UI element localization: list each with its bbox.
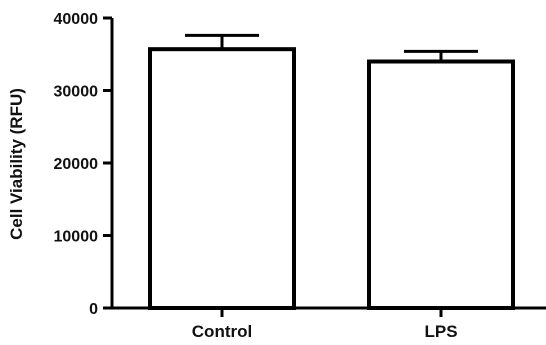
bars	[148, 47, 515, 311]
y-axis-label: Cell Viability (RFU)	[7, 88, 26, 240]
y-tick-label: 30000	[54, 84, 99, 101]
y-tick-label: 20000	[54, 156, 99, 173]
labels: 0 10000 20000 30000 40000 Control LPS	[54, 11, 458, 341]
bar-lps	[367, 59, 515, 310]
bar-control	[148, 47, 296, 311]
y-tick-label: 0	[89, 301, 98, 318]
y-tick-label: 10000	[54, 229, 99, 246]
y-tick-label: 40000	[54, 11, 99, 28]
x-tick-label: LPS	[424, 322, 457, 340]
x-tick-label: Control	[192, 322, 252, 340]
error-bars	[185, 33, 478, 62]
